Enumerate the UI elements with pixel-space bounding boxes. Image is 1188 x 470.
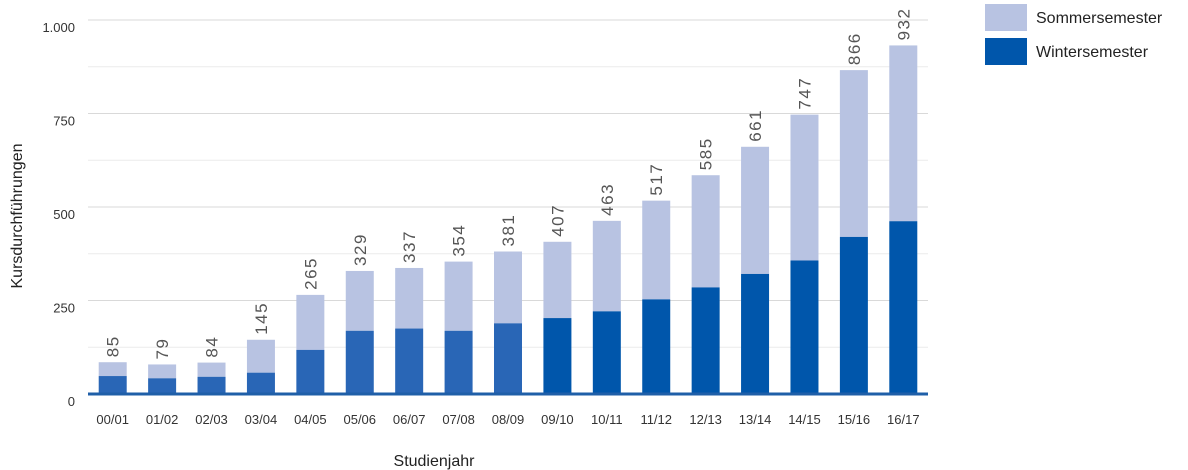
bar-sommersemester [494,251,522,324]
bar-sommersemester [197,362,226,377]
total-label: 407 [548,204,567,237]
total-labels: 85 79 84 145 265 329 337 354 381 407 463 517 585 661 7… [104,8,914,360]
total-label: 585 [697,137,716,170]
x-tick-label: 15/16 [838,412,871,427]
x-tick-label: 08/09 [492,412,525,427]
total-label: 145 [252,302,271,335]
bars [98,45,918,394]
x-tick-label: 16/17 [887,412,920,427]
bar-wintersemester [296,349,325,394]
bar-wintersemester [839,236,868,394]
bar-sommersemester [889,45,918,222]
total-label: 463 [598,183,617,216]
legend-label-sommersemester: Sommersemester [1036,10,1163,27]
x-tick-label: 00/01 [96,412,129,427]
bar-wintersemester [889,221,918,394]
bar-sommersemester [642,200,671,300]
bar-wintersemester [592,311,621,394]
legend: Sommersemester Wintersemester [985,4,1163,65]
bar-wintersemester [543,318,572,394]
total-label: 866 [845,32,864,65]
legend-swatch-wintersemester [985,38,1027,65]
total-label: 932 [894,8,913,41]
bar-sommersemester [839,70,868,237]
x-axis-ticks: 00/01 01/02 02/03 03/04 04/05 05/06 06/07 07/08… [96,412,919,427]
total-label: 84 [203,336,222,358]
x-tick-label: 10/11 [591,412,623,427]
total-label: 381 [499,214,518,247]
total-label: 747 [795,77,814,110]
y-tick-label: 750 [53,114,75,129]
bar-wintersemester [444,330,473,394]
bar-sommersemester [296,294,325,350]
bar-wintersemester [98,376,127,394]
x-axis-title: Studienjahr [394,453,476,470]
bar-wintersemester [395,328,424,394]
bar-wintersemester [790,260,819,394]
bar-wintersemester [148,378,177,394]
x-tick-label: 05/06 [343,412,376,427]
total-label: 329 [351,233,370,266]
x-tick-label: 01/02 [146,412,179,427]
y-axis-title: Kursdurchführungen [9,144,26,289]
x-tick-label: 06/07 [393,412,426,427]
bar-wintersemester [345,330,374,394]
bar-sommersemester [543,241,572,319]
bar-wintersemester [642,299,671,394]
y-tick-label: 500 [53,207,75,222]
bar-wintersemester [741,273,770,394]
bar-wintersemester [494,323,522,394]
y-tick-label: 1.000 [42,20,75,35]
x-tick-label: 02/03 [195,412,228,427]
x-tick-label: 09/10 [541,412,574,427]
total-label: 517 [647,163,666,196]
bar-wintersemester [691,287,720,394]
x-tick-label: 13/14 [739,412,772,427]
x-tick-label: 04/05 [294,412,327,427]
x-tick-label: 12/13 [689,412,722,427]
bar-sommersemester [592,220,621,312]
y-tick-label: 0 [68,394,75,409]
bar-sommersemester [691,175,720,288]
total-label: 661 [746,109,765,142]
legend-swatch-sommersemester [985,4,1027,31]
x-tick-label: 14/15 [788,412,821,427]
x-tick-label: 07/08 [442,412,475,427]
y-tick-label: 250 [53,301,75,316]
bar-sommersemester [246,339,275,373]
legend-label-wintersemester: Wintersemester [1036,44,1149,61]
bar-sommersemester [395,267,424,329]
bar-sommersemester [444,261,473,331]
bar-wintersemester [197,376,226,394]
bar-sommersemester [98,362,127,377]
total-label: 85 [104,335,123,357]
y-axis-ticks: 0 250 500 750 1.000 [42,20,75,409]
bar-sommersemester [790,114,819,261]
x-tick-label: 03/04 [245,412,278,427]
bar-wintersemester [246,372,275,394]
total-label: 337 [400,230,419,263]
total-label: 265 [301,257,320,290]
bar-sommersemester [741,146,770,274]
total-label: 79 [153,338,172,360]
bar-sommersemester [148,364,177,379]
bar-sommersemester [345,270,374,331]
x-tick-label: 11/12 [640,412,672,427]
total-label: 354 [450,224,469,257]
